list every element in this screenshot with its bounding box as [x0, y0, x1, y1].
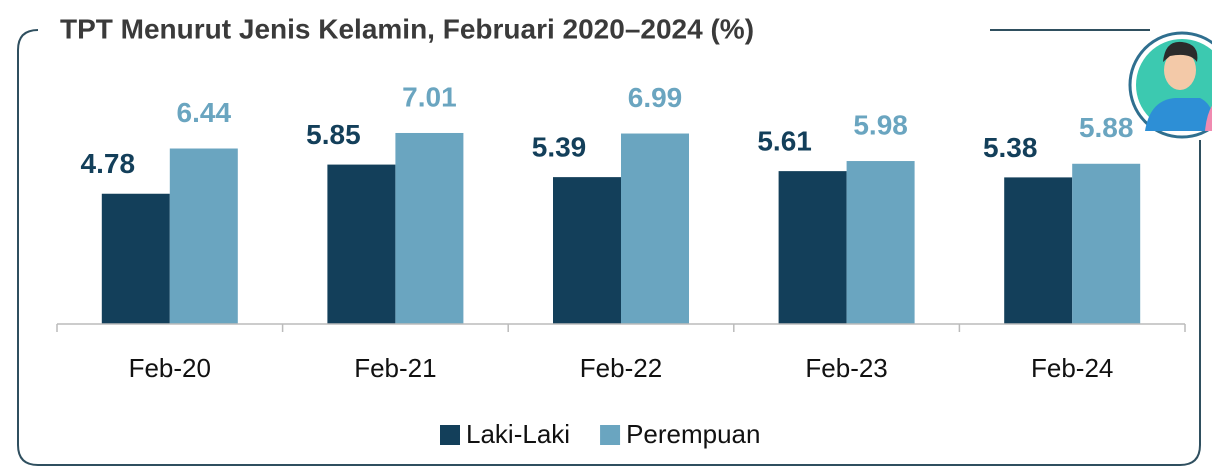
bar	[846, 161, 915, 324]
chart-title: TPT Menurut Jenis Kelamin, Februari 2020…	[60, 13, 754, 44]
x-tick-label: Feb-24	[1031, 353, 1113, 383]
x-tick-label: Feb-22	[580, 353, 662, 383]
bar	[101, 193, 170, 324]
x-tick-label: Feb-20	[129, 353, 211, 383]
value-label: 6.44	[177, 97, 232, 128]
avatar-icon	[1128, 31, 1212, 139]
bar	[621, 133, 689, 324]
bar	[395, 132, 464, 324]
bar	[553, 177, 621, 324]
value-label: 4.78	[81, 148, 136, 179]
value-label: 5.88	[1079, 112, 1134, 143]
title-backdrop	[50, 10, 990, 50]
bar	[1072, 163, 1141, 324]
bar	[778, 171, 847, 324]
value-label: 5.85	[306, 119, 361, 150]
bar	[327, 164, 396, 324]
x-tick-label: Feb-23	[805, 353, 887, 383]
value-label: 7.01	[402, 81, 457, 112]
bar	[1004, 177, 1073, 324]
value-label: 5.38	[983, 132, 1038, 163]
value-label: 6.99	[628, 82, 683, 113]
legend-label: Laki-Laki	[466, 419, 570, 449]
legend-swatch	[440, 425, 460, 445]
x-tick-label: Feb-21	[354, 353, 436, 383]
value-label: 5.98	[853, 109, 908, 140]
value-label: 5.61	[757, 126, 812, 157]
legend-swatch	[600, 425, 621, 445]
bar	[169, 148, 238, 324]
value-label: 5.39	[532, 132, 587, 163]
legend-label: Perempuan	[626, 419, 760, 449]
